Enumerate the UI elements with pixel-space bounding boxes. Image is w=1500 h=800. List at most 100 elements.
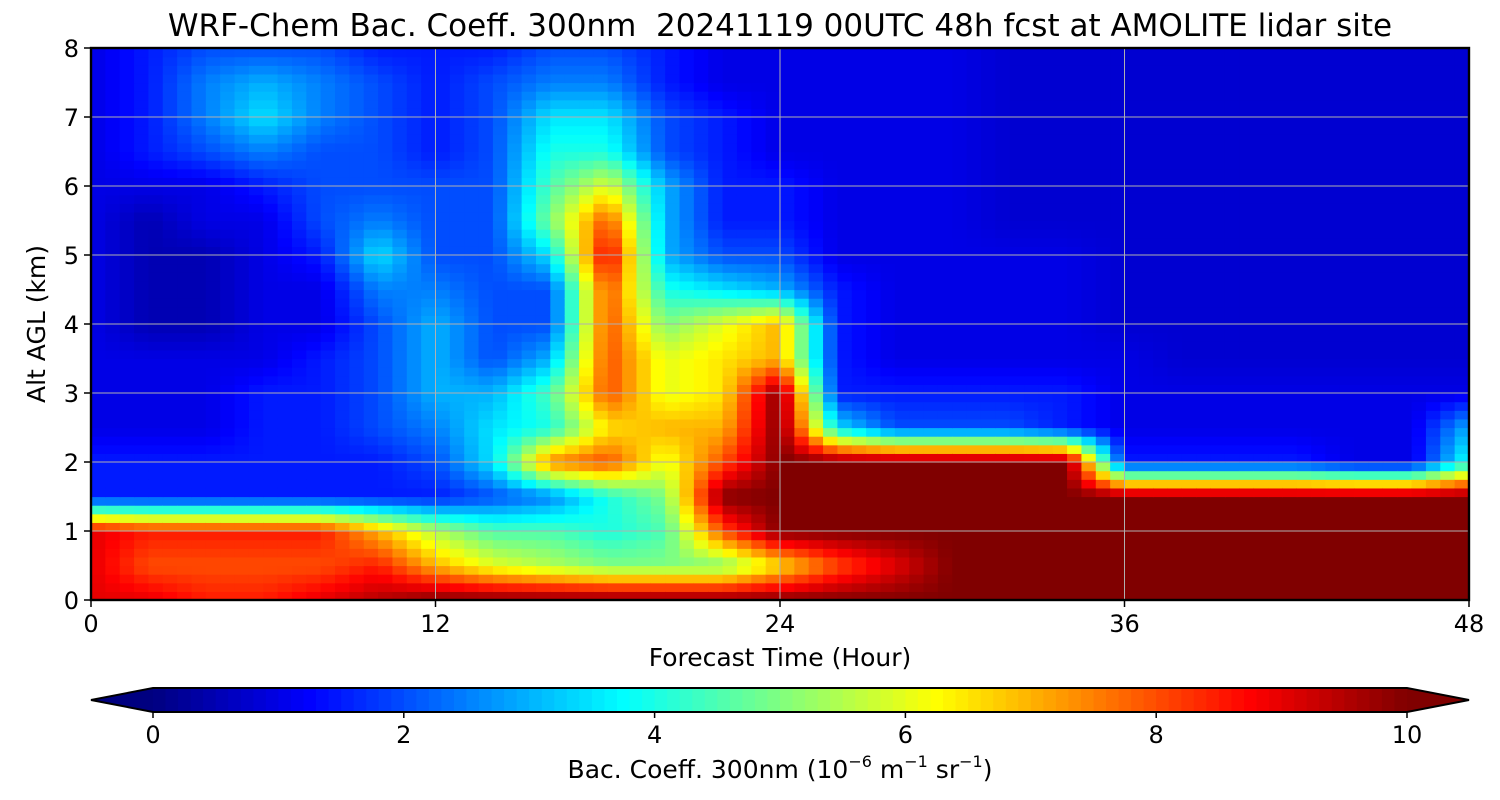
heatmap-cell: [1311, 444, 1327, 454]
heatmap-cell: [650, 531, 666, 541]
heatmap-cell: [1153, 401, 1169, 411]
heatmap-cell: [1009, 298, 1025, 308]
heatmap-cell: [205, 289, 221, 299]
heatmap-cell: [1181, 255, 1197, 265]
heatmap-cell: [808, 462, 824, 472]
heatmap-cell: [1052, 591, 1068, 600]
heatmap-cell: [1009, 255, 1025, 265]
heatmap-cell: [162, 255, 178, 265]
heatmap-cell: [1153, 496, 1169, 506]
heatmap-cell: [923, 341, 939, 351]
heatmap-cell: [1440, 470, 1456, 480]
heatmap-cell: [837, 427, 853, 437]
heatmap-cell: [363, 418, 379, 429]
heatmap-cell: [909, 349, 925, 360]
heatmap-cell: [1454, 539, 1469, 549]
heatmap-cell: [751, 237, 767, 247]
heatmap-cell: [1325, 565, 1341, 575]
heatmap-cell: [1382, 324, 1398, 334]
heatmap-cell: [1210, 246, 1226, 256]
heatmap-cell: [1311, 194, 1327, 204]
heatmap-cell: [1153, 229, 1169, 239]
heatmap-cell: [492, 211, 508, 222]
heatmap-cell: [363, 496, 379, 506]
heatmap-cell: [205, 436, 221, 446]
heatmap-cell: [349, 280, 365, 291]
heatmap-cell: [866, 401, 882, 411]
heatmap-cell: [722, 315, 738, 325]
heatmap-cell: [909, 255, 925, 265]
heatmap-cell: [1024, 194, 1039, 204]
heatmap-cell: [894, 513, 910, 523]
heatmap-cell: [693, 306, 709, 316]
heatmap-cell: [1368, 177, 1384, 187]
heatmap-cell: [980, 177, 996, 187]
heatmap-cell: [980, 462, 996, 472]
heatmap-cell: [622, 324, 638, 334]
heatmap-cell: [780, 194, 795, 204]
heatmap-cell: [1296, 289, 1312, 299]
heatmap-cell: [952, 513, 968, 523]
heatmap-cell: [866, 272, 882, 282]
heatmap-cell: [780, 160, 795, 170]
heatmap-cell: [909, 332, 925, 342]
heatmap-cell: [851, 565, 867, 575]
heatmap-cell: [1181, 410, 1197, 420]
heatmap-cell: [937, 263, 953, 273]
heatmap-cell: [1382, 384, 1398, 394]
heatmap-cell: [1382, 427, 1398, 437]
heatmap-cell: [1268, 393, 1283, 403]
heatmap-cell: [736, 401, 752, 411]
heatmap-cell: [177, 341, 193, 351]
heatmap-cell: [693, 565, 709, 575]
heatmap-cell: [435, 384, 451, 394]
heatmap-cell: [923, 168, 939, 178]
heatmap-cell: [148, 384, 164, 394]
heatmap-cell: [320, 211, 336, 222]
heatmap-cell: [1024, 565, 1039, 575]
heatmap-cell: [952, 255, 968, 265]
heatmap-cell: [693, 582, 709, 592]
heatmap-cell: [1196, 522, 1212, 532]
heatmap-cell: [392, 194, 408, 204]
heatmap-cell: [507, 487, 523, 498]
heatmap-cell: [378, 384, 394, 394]
heatmap-cell: [507, 574, 523, 584]
heatmap-cell: [880, 427, 896, 437]
heatmap-cell: [751, 280, 767, 291]
heatmap-cell: [1167, 487, 1183, 498]
heatmap-cell: [1110, 324, 1126, 334]
heatmap-cell: [1454, 453, 1469, 463]
heatmap-cell: [335, 203, 350, 213]
heatmap-cell: [866, 556, 882, 567]
heatmap-cell: [880, 298, 896, 308]
heatmap-cell: [1440, 263, 1456, 273]
heatmap-cell: [1067, 203, 1083, 213]
heatmap-cell: [1296, 263, 1312, 273]
heatmap-cell: [607, 168, 623, 178]
heatmap-cell: [1009, 487, 1025, 498]
heatmap-area: [91, 48, 1469, 600]
heatmap-cell: [1210, 453, 1226, 463]
heatmap-cell: [1224, 280, 1240, 291]
heatmap-cell: [650, 255, 666, 265]
heatmap-cell: [363, 160, 379, 170]
heatmap-cell: [665, 272, 681, 282]
heatmap-cell: [1282, 444, 1298, 454]
heatmap-cell: [722, 505, 738, 515]
heatmap-cell: [521, 349, 537, 360]
heatmap-cell: [335, 496, 350, 506]
heatmap-cell: [952, 237, 968, 247]
heatmap-cell: [1038, 203, 1054, 213]
heatmap-cell: [205, 505, 221, 515]
heatmap-cell: [1411, 367, 1427, 377]
heatmap-cell: [1138, 410, 1154, 420]
heatmap-cell: [1110, 556, 1126, 567]
heatmap-cell: [306, 151, 322, 161]
heatmap-cell: [1268, 556, 1283, 567]
heatmap-cell: [406, 462, 422, 472]
heatmap-cell: [579, 462, 594, 472]
heatmap-cell: [363, 505, 379, 515]
heatmap-cell: [1067, 591, 1083, 600]
